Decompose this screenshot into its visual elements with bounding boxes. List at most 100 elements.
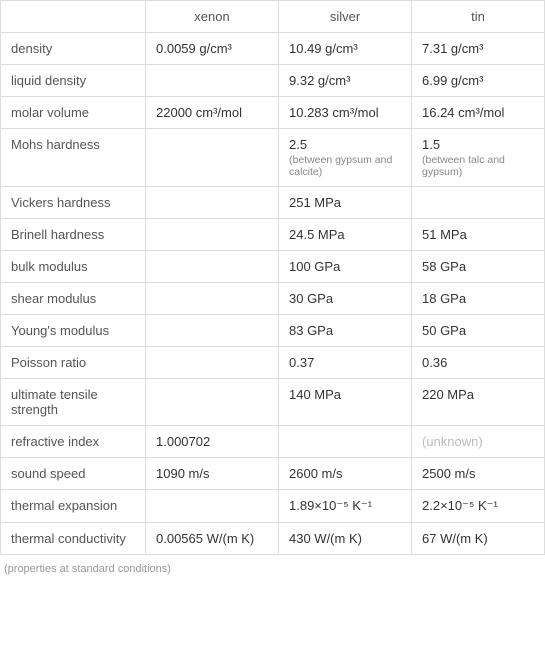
cell-value: 0.36 (422, 355, 447, 370)
cell-xenon (146, 129, 279, 187)
cell-silver: 430 W/(m K) (279, 523, 412, 555)
property-label: density (1, 33, 146, 65)
table-row: ultimate tensile strength140 MPa220 MPa (1, 379, 545, 426)
cell-tin: 7.31 g/cm³ (412, 33, 545, 65)
cell-tin: 58 GPa (412, 251, 545, 283)
cell-subnote: (between gypsum and calcite) (289, 154, 401, 178)
cell-xenon (146, 315, 279, 347)
cell-value: 100 GPa (289, 259, 340, 274)
cell-value: 22000 cm³/mol (156, 105, 242, 120)
cell-tin: 1.5 (between talc and gypsum) (412, 129, 545, 187)
cell-value: 30 GPa (289, 291, 333, 306)
cell-value: 6.99 g/cm³ (422, 73, 483, 88)
cell-silver: 140 MPa (279, 379, 412, 426)
cell-xenon (146, 490, 279, 523)
cell-value: 16.24 cm³/mol (422, 105, 504, 120)
table-row: bulk modulus 100 GPa 58 GPa (1, 251, 545, 283)
table-row: density 0.0059 g/cm³ 10.49 g/cm³ 7.31 g/cm³ (1, 33, 545, 65)
property-label: Poisson ratio (1, 347, 146, 379)
header-tin: tin (412, 1, 545, 33)
table-row: Young's modulus 83 GPa 50 GPa (1, 315, 545, 347)
cell-subnote: (between talc and gypsum) (422, 154, 534, 178)
cell-silver: 10.49 g/cm³ (279, 33, 412, 65)
property-label: bulk modulus (1, 251, 146, 283)
cell-silver: 30 GPa (279, 283, 412, 315)
cell-value: 10.283 cm³/mol (289, 105, 379, 120)
cell-tin: 220 MPa (412, 379, 545, 426)
properties-table: xenon silver tin density 0.0059 g/cm³ 10.4… (0, 0, 545, 555)
cell-xenon: 1.000702 (146, 426, 279, 458)
cell-silver: 1.89×10⁻⁵ K⁻¹ (279, 490, 412, 523)
property-label: thermal conductivity (1, 523, 146, 555)
table-row: molar volume 22000 cm³/mol 10.283 cm³/mol 1… (1, 97, 545, 129)
cell-value: 220 MPa (422, 387, 474, 402)
cell-tin: 0.36 (412, 347, 545, 379)
cell-value: 0.37 (289, 355, 314, 370)
cell-value: 24.5 MPa (289, 227, 345, 242)
cell-silver: 0.37 (279, 347, 412, 379)
cell-value: 83 GPa (289, 323, 333, 338)
cell-value: 9.32 g/cm³ (289, 73, 350, 88)
table-body: density 0.0059 g/cm³ 10.49 g/cm³ 7.31 g/cm³… (1, 33, 545, 555)
header-row: xenon silver tin (1, 1, 545, 33)
property-label: liquid density (1, 65, 146, 97)
table-row: thermal expansion 1.89×10⁻⁵ K⁻¹ 2.2×10⁻⁵ K… (1, 490, 545, 523)
cell-value: 67 W/(m K) (422, 531, 488, 546)
cell-value: 1090 m/s (156, 466, 209, 481)
cell-xenon: 1090 m/s (146, 458, 279, 490)
cell-tin: 67 W/(m K) (412, 523, 545, 555)
property-label: Mohs hardness (1, 129, 146, 187)
cell-xenon: 0.00565 W/(m K) (146, 523, 279, 555)
header-blank (1, 1, 146, 33)
cell-silver: 83 GPa (279, 315, 412, 347)
cell-silver: 24.5 MPa (279, 219, 412, 251)
table-row: thermal conductivity 0.00565 W/(m K) 430 W… (1, 523, 545, 555)
table-row: shear modulus 30 GPa 18 GPa (1, 283, 545, 315)
cell-value: 251 MPa (289, 195, 341, 210)
cell-value: 2500 m/s (422, 466, 475, 481)
cell-value: 2.2×10⁻⁵ K⁻¹ (422, 498, 498, 513)
cell-value: 140 MPa (289, 387, 341, 402)
cell-value: 7.31 g/cm³ (422, 41, 483, 56)
cell-value: 0.00565 W/(m K) (156, 531, 254, 546)
cell-silver: 9.32 g/cm³ (279, 65, 412, 97)
property-label: Brinell hardness (1, 219, 146, 251)
cell-value: 51 MPa (422, 227, 467, 242)
cell-value: 1.000702 (156, 434, 210, 449)
table-row: Vickers hardness251 MPa (1, 187, 545, 219)
cell-xenon (146, 347, 279, 379)
table-row: Brinell hardness 24.5 MPa 51 MPa (1, 219, 545, 251)
unknown-value: (unknown) (422, 434, 483, 449)
cell-xenon (146, 219, 279, 251)
cell-xenon (146, 187, 279, 219)
cell-silver: 251 MPa (279, 187, 412, 219)
cell-tin: 6.99 g/cm³ (412, 65, 545, 97)
table-row: Mohs hardness 2.5 (between gypsum and calc… (1, 129, 545, 187)
cell-xenon: 0.0059 g/cm³ (146, 33, 279, 65)
table-row: sound speed1090 m/s2600 m/s2500 m/s (1, 458, 545, 490)
cell-value: 430 W/(m K) (289, 531, 362, 546)
header-silver: silver (279, 1, 412, 33)
cell-value: 50 GPa (422, 323, 466, 338)
cell-xenon (146, 251, 279, 283)
cell-value: 58 GPa (422, 259, 466, 274)
cell-silver: 2600 m/s (279, 458, 412, 490)
property-label: molar volume (1, 97, 146, 129)
table-row: liquid density 9.32 g/cm³ 6.99 g/cm³ (1, 65, 545, 97)
cell-xenon (146, 283, 279, 315)
cell-value: 1.89×10⁻⁵ K⁻¹ (289, 498, 372, 513)
property-label: thermal expansion (1, 490, 146, 523)
cell-silver: 10.283 cm³/mol (279, 97, 412, 129)
property-label: Young's modulus (1, 315, 146, 347)
table-row: refractive index1.000702(unknown) (1, 426, 545, 458)
cell-xenon (146, 65, 279, 97)
cell-value: 0.0059 g/cm³ (156, 41, 232, 56)
cell-tin: 2500 m/s (412, 458, 545, 490)
cell-tin: (unknown) (412, 426, 545, 458)
cell-tin: 18 GPa (412, 283, 545, 315)
cell-value: 2.5 (289, 137, 307, 152)
cell-silver (279, 426, 412, 458)
cell-silver: 2.5 (between gypsum and calcite) (279, 129, 412, 187)
cell-value: 1.5 (422, 137, 440, 152)
property-label: shear modulus (1, 283, 146, 315)
